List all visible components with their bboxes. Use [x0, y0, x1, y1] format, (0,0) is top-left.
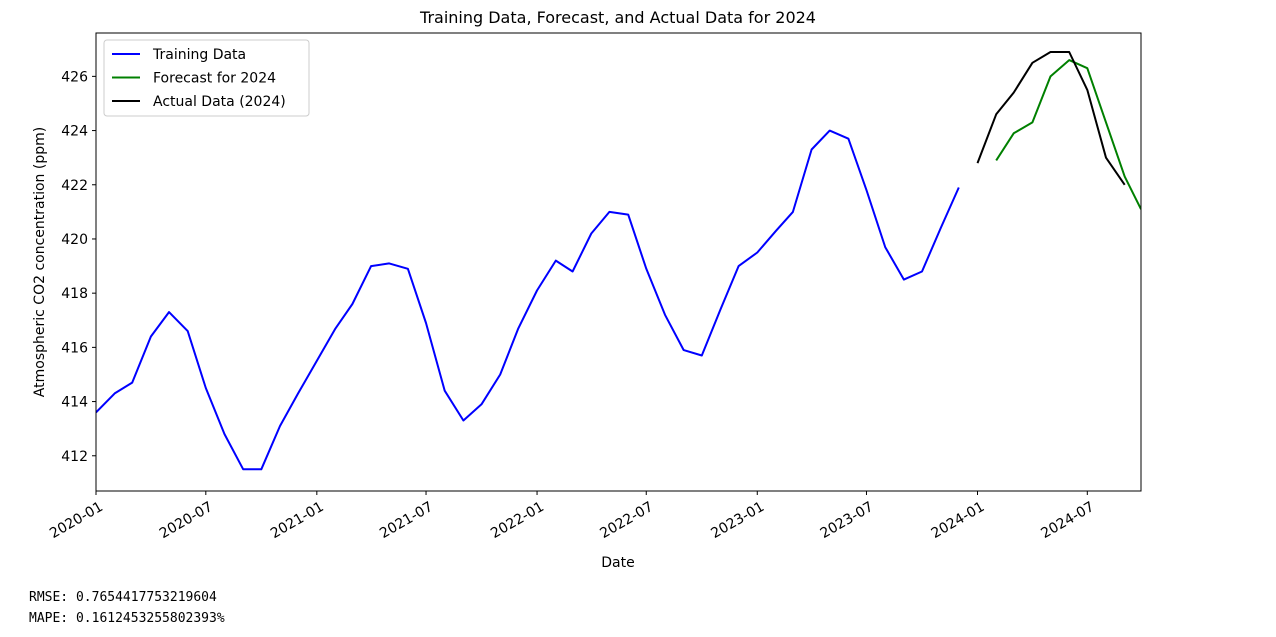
x-tick-label: 2022-01	[488, 499, 547, 542]
plot-frame	[95, 32, 1142, 492]
legend-label: Training Data	[152, 47, 246, 63]
x-axis-label: Date	[601, 555, 634, 571]
series-line-3	[976, 51, 1126, 186]
y-tick-label: 424	[61, 124, 88, 140]
x-tick-label: 2020-01	[47, 499, 106, 542]
console-output: RMSE: 0.7654417753219604 MAPE: 0.16124532…	[29, 587, 225, 629]
y-axis-label: Atmospheric CO2 concentration (ppm)	[32, 127, 48, 397]
x-tick-label: 2023-01	[708, 499, 767, 542]
y-tick-label: 420	[61, 232, 88, 248]
rmse-text: RMSE: 0.7654417753219604	[29, 590, 217, 605]
x-tick-label: 2020-07	[157, 499, 216, 542]
x-tick-label: 2021-01	[268, 499, 327, 542]
x-tick-label: 2024-07	[1038, 499, 1097, 542]
x-tick-label: 2024-01	[929, 499, 988, 542]
x-tick-label: 2022-07	[597, 499, 656, 542]
y-tick-label: 414	[61, 395, 88, 411]
mape-text: MAPE: 0.1612453255802393%	[29, 611, 225, 626]
y-tick-label: 422	[61, 178, 88, 194]
x-tick-label: 2021-07	[377, 499, 436, 542]
legend-label: Actual Data (2024)	[153, 94, 286, 110]
series-line-1	[96, 129, 960, 471]
y-tick-label: 426	[61, 69, 88, 85]
legend: Training Data Forecast for 2024 Actual Dat…	[103, 39, 310, 117]
legend-box	[103, 39, 310, 117]
series-line-2	[995, 59, 1141, 210]
y-tick-label: 418	[61, 286, 88, 302]
y-tick-label: 416	[61, 340, 88, 356]
chart-title: Training Data, Forecast, and Actual Data…	[419, 8, 816, 27]
x-axis-ticks: 2020-01 2020-07 2021-01 2021-07 2022-01 2022-…	[47, 491, 1097, 542]
plot-lines	[96, 51, 1141, 471]
y-axis-ticks: 412 414 416 418 420 422 424 426	[61, 69, 96, 465]
x-tick-label: 2023-07	[818, 499, 877, 542]
y-tick-label: 412	[61, 449, 88, 465]
line-chart: Training Data, Forecast, and Actual Data…	[32, 8, 1142, 571]
legend-label: Forecast for 2024	[153, 71, 276, 87]
